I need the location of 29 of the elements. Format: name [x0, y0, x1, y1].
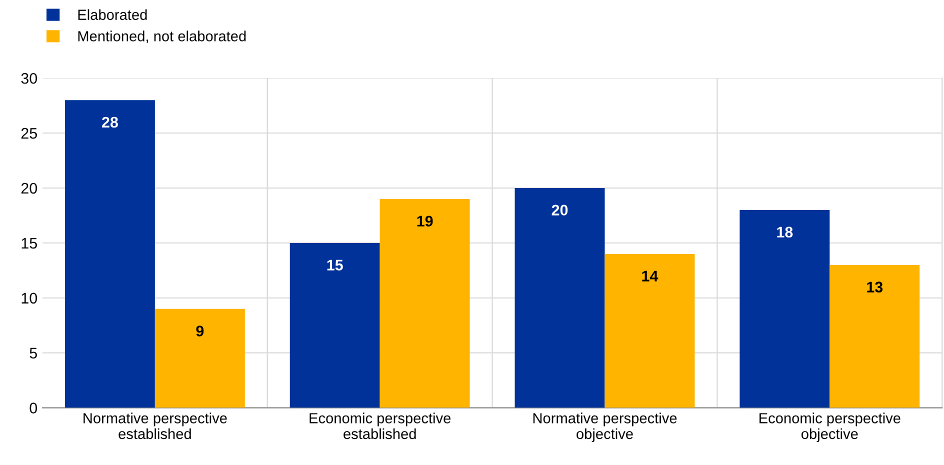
bar: [604, 254, 695, 408]
data-label: 20: [552, 204, 568, 216]
bar: [290, 242, 380, 408]
y-tick-label: 15: [22, 238, 37, 249]
x-tick-label: Normative perspective objective: [533, 412, 677, 442]
bar: [740, 210, 830, 408]
legend-label: Elaborated: [78, 9, 147, 20]
bar: [64, 100, 155, 408]
x-tick-label: Economic perspective established: [310, 412, 451, 440]
data-label: 18: [777, 226, 793, 238]
y-tick-label: 20: [21, 182, 38, 194]
y-tick-label: 0: [30, 402, 38, 414]
x-tick-label: Economic perspective objective: [760, 412, 900, 442]
y-tick-label: 10: [22, 292, 38, 304]
bar: [830, 264, 920, 408]
y-tick-label: 25: [21, 128, 37, 139]
bar: [380, 199, 470, 408]
legend-label: Mentioned, not elaborated: [78, 30, 246, 44]
data-label: 19: [417, 216, 433, 227]
data-label: 9: [196, 326, 204, 336]
y-tick-label: 5: [30, 348, 37, 359]
data-label: 13: [867, 282, 883, 292]
bar: [154, 308, 245, 408]
x-tick-label: Normative perspective established: [84, 412, 227, 440]
data-label: 15: [327, 260, 343, 270]
data-label: 28: [102, 116, 118, 128]
y-tick-label: 30: [21, 72, 38, 84]
bar: [514, 188, 605, 408]
data-label: 14: [642, 270, 658, 282]
